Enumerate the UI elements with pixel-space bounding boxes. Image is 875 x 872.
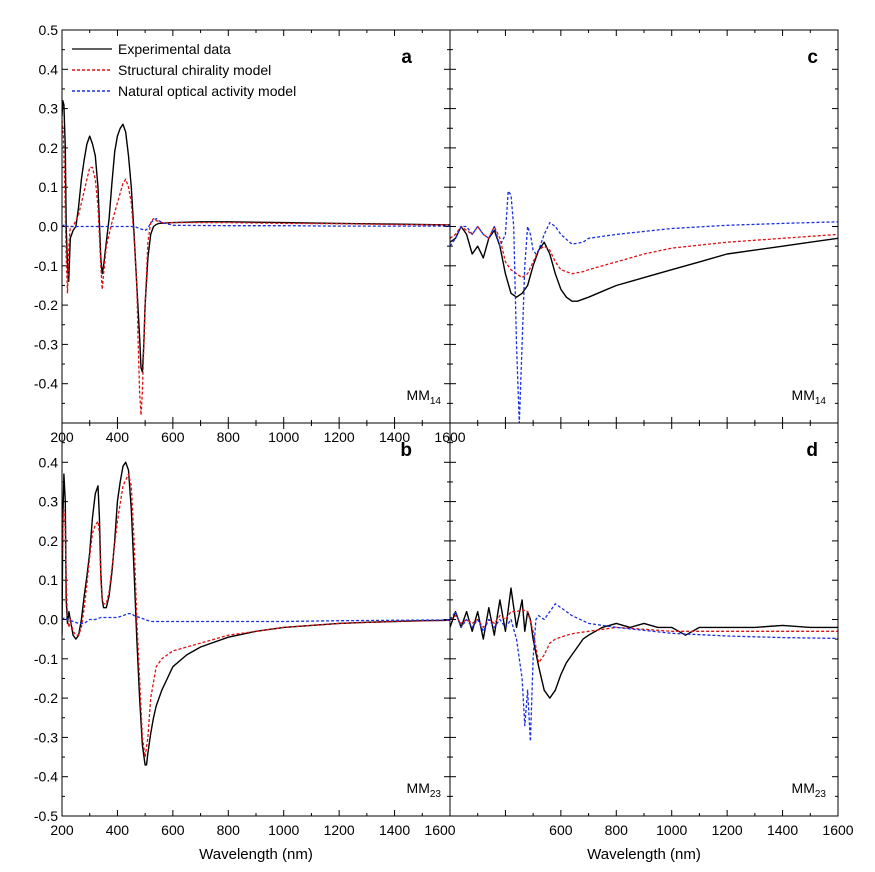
panel-b-mm-label: MM23: [407, 780, 442, 800]
panel-a-mm-sub: 14: [430, 396, 442, 407]
y-tick-label: 0.5: [39, 22, 59, 38]
series-experimental-line: [62, 99, 450, 373]
series-experimental-line: [62, 461, 450, 766]
y-tick-label: -0.2: [34, 297, 58, 313]
series-structural-line: [450, 609, 838, 664]
x-tick-label: 600: [161, 429, 185, 445]
y-tick-label: 0.3: [39, 101, 59, 117]
x-tick-label: 800: [605, 822, 629, 838]
panel-a-mm-label: MM14: [407, 387, 442, 407]
panel-b-mm-main: MM: [407, 780, 430, 796]
panel-b-series: [62, 461, 450, 766]
x-tick-label: 600: [549, 822, 573, 838]
panel-a-letter: a: [401, 47, 412, 68]
series-structural-line: [62, 473, 450, 758]
x-tick-label: 1400: [767, 822, 798, 838]
y-tick-label: -0.5: [34, 808, 58, 824]
y-tick-label: -0.4: [34, 769, 58, 785]
y-tick-label: -0.3: [34, 729, 58, 745]
panel-a-series: [62, 99, 450, 416]
panel-c-mm-label: MM14: [792, 387, 827, 407]
y-tick-label: 0.4: [39, 61, 59, 77]
panel-b-letter: b: [400, 440, 412, 461]
panel-d-frame: [449, 422, 839, 817]
y-tick-label: 0.2: [39, 533, 59, 549]
panel-d: 600 800 1000 1200 1400 1600 d MM23 Wavelength…: [449, 422, 854, 863]
x-tick-label: 800: [217, 429, 241, 445]
series-structural-line: [450, 225, 838, 279]
series-natural-line: [62, 217, 450, 232]
panel-b-x-axis-title: Wavelength (nm): [199, 846, 313, 863]
x-tick-label: 1200: [324, 822, 355, 838]
x-tick-label: 600: [161, 822, 185, 838]
x-tick-label: 1400: [379, 822, 410, 838]
x-tick-label: 1000: [268, 822, 299, 838]
series-natural-line: [62, 612, 450, 625]
panel-d-letter: d: [806, 440, 818, 461]
y-tick-label: 0.1: [39, 572, 59, 588]
y-tick-label: 0.0: [39, 612, 59, 628]
legend: Experimental data Structural chirality m…: [72, 41, 296, 99]
legend-label-structural: Structural chirality model: [118, 62, 271, 78]
x-tick-label: 1000: [656, 822, 687, 838]
x-tick-label: 1200: [712, 822, 743, 838]
series-experimental-line: [450, 225, 838, 302]
x-tick-label: 1600: [822, 822, 853, 838]
panel-c-series: [450, 190, 838, 423]
panel-d-mm-sub: 23: [815, 789, 827, 800]
panel-d-ticks: [449, 422, 839, 817]
panel-d-x-axis-title: Wavelength (nm): [587, 846, 701, 863]
panel-d-mm-label: MM23: [792, 780, 827, 800]
x-tick-label: 200: [50, 822, 74, 838]
x-tick-label: 400: [106, 429, 130, 445]
series-natural-line: [450, 603, 838, 742]
series-natural-line: [450, 190, 838, 423]
y-tick-label: -0.4: [34, 376, 58, 392]
panel-c-mm-sub: 14: [815, 396, 827, 407]
panel-c-ticks: [449, 29, 839, 424]
x-tick-label: 1600: [424, 822, 455, 838]
y-tick-label: 0.4: [39, 454, 59, 470]
x-tick-label: 1400: [379, 429, 410, 445]
x-tick-label: 800: [217, 822, 241, 838]
y-tick-label: 0.2: [39, 140, 59, 156]
legend-label-experimental: Experimental data: [118, 41, 231, 57]
y-tick-label: -0.1: [34, 258, 58, 274]
panel-c-mm-main: MM: [792, 387, 815, 403]
panel-d-series: [450, 587, 838, 742]
x-tick-label: 1200: [324, 429, 355, 445]
panel-c-letter: c: [807, 47, 818, 68]
y-tick-label: 0.3: [39, 494, 59, 510]
legend-label-natural: Natural optical activity model: [118, 83, 296, 99]
panel-c: c MM14: [449, 29, 839, 424]
y-tick-label: -0.3: [34, 336, 58, 352]
x-tick-label: 400: [106, 822, 130, 838]
series-structural-line: [62, 120, 450, 416]
y-tick-label: -0.1: [34, 651, 58, 667]
series-experimental-line: [450, 587, 838, 699]
panel-d-mm-main: MM: [792, 780, 815, 796]
panel-d-tick-labels: 600 800 1000 1200 1400 1600: [549, 822, 854, 838]
panel-b-mm-sub: 23: [430, 789, 442, 800]
panel-c-frame: [449, 29, 839, 424]
x-tick-label: 1000: [268, 429, 299, 445]
y-tick-label: 0.0: [39, 219, 59, 235]
y-tick-label: -0.2: [34, 690, 58, 706]
panel-a-mm-main: MM: [407, 387, 430, 403]
y-tick-label: 0.1: [39, 179, 59, 195]
